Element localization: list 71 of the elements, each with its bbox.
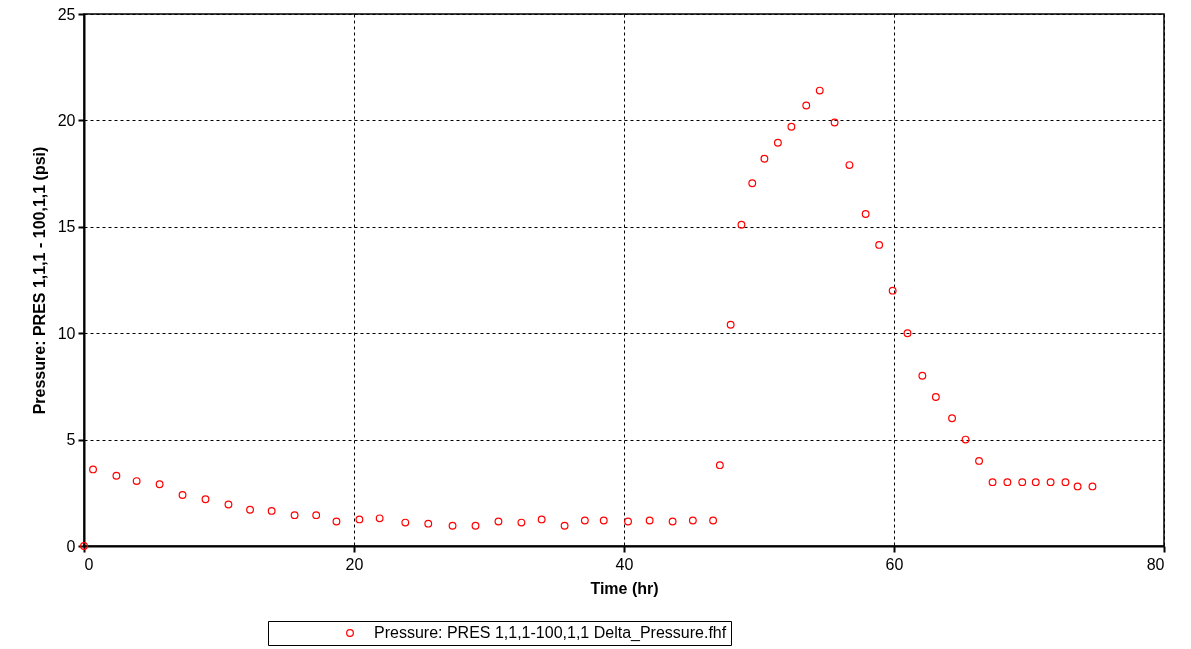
- point: [888, 286, 897, 295]
- point: [975, 456, 983, 465]
- point: [709, 516, 718, 525]
- point: [132, 477, 141, 486]
- point: [267, 506, 276, 515]
- point: [494, 517, 503, 526]
- point: [1046, 478, 1055, 487]
- y-tick-label: 0: [66, 537, 76, 555]
- point: [355, 515, 364, 524]
- point: [1018, 478, 1027, 487]
- y-tick-label: 25: [57, 5, 76, 23]
- y-tick-label: 5: [66, 431, 76, 449]
- point: [201, 495, 210, 504]
- point: [918, 371, 927, 380]
- point: [448, 521, 457, 530]
- point: [537, 515, 546, 524]
- point: [155, 480, 164, 489]
- point: [424, 519, 433, 528]
- point: [903, 329, 912, 338]
- point: [726, 320, 735, 329]
- point: [815, 86, 824, 95]
- point: [178, 490, 187, 499]
- point: [787, 122, 796, 131]
- point: [875, 240, 884, 249]
- y-axis-title: Pressure: PRES 1,1,1 - 100,1,1 (psi): [30, 146, 48, 415]
- point: [861, 210, 870, 218]
- point: [312, 511, 321, 520]
- point: [988, 478, 997, 487]
- point: [645, 516, 654, 525]
- y-tick-label: 20: [57, 111, 76, 129]
- x-tick-label: 40: [615, 555, 634, 573]
- point: [517, 518, 526, 527]
- point: [737, 220, 746, 229]
- point: [332, 517, 341, 526]
- point: [845, 161, 854, 170]
- point: [560, 521, 569, 530]
- point: [224, 500, 233, 509]
- point: [246, 505, 254, 514]
- point: [471, 521, 480, 530]
- point: [748, 179, 757, 188]
- point: [931, 393, 940, 401]
- point: [89, 465, 97, 474]
- x-tick-label: 60: [885, 555, 904, 573]
- point: [1073, 482, 1082, 491]
- point: [1031, 478, 1040, 487]
- point: [830, 118, 839, 127]
- point: [961, 435, 970, 444]
- point: [1061, 478, 1070, 487]
- point: [624, 517, 632, 526]
- point: [715, 461, 724, 470]
- x-tick-label: 20: [345, 555, 364, 573]
- x-tick-label: 0: [84, 555, 94, 573]
- point: [948, 414, 956, 423]
- point: [401, 518, 410, 527]
- point: [290, 511, 299, 520]
- point: [760, 154, 769, 163]
- point: [599, 516, 608, 525]
- point: [375, 514, 384, 523]
- y-tick-label: 10: [57, 324, 76, 342]
- x-tick-label: 80: [1146, 555, 1165, 573]
- point: [112, 471, 121, 480]
- point: [1088, 482, 1097, 491]
- point: [668, 517, 677, 526]
- y-tick-label: 15: [57, 218, 76, 236]
- point: [688, 516, 697, 525]
- point: [1003, 478, 1012, 487]
- point: [773, 138, 782, 147]
- x-axis-title: Time (hr): [590, 579, 659, 597]
- point: [580, 516, 589, 525]
- point: [802, 101, 811, 110]
- legend-label: Pressure: PRES 1,1,1-100,1,1 Delta_Pressure.fhf: [374, 624, 727, 642]
